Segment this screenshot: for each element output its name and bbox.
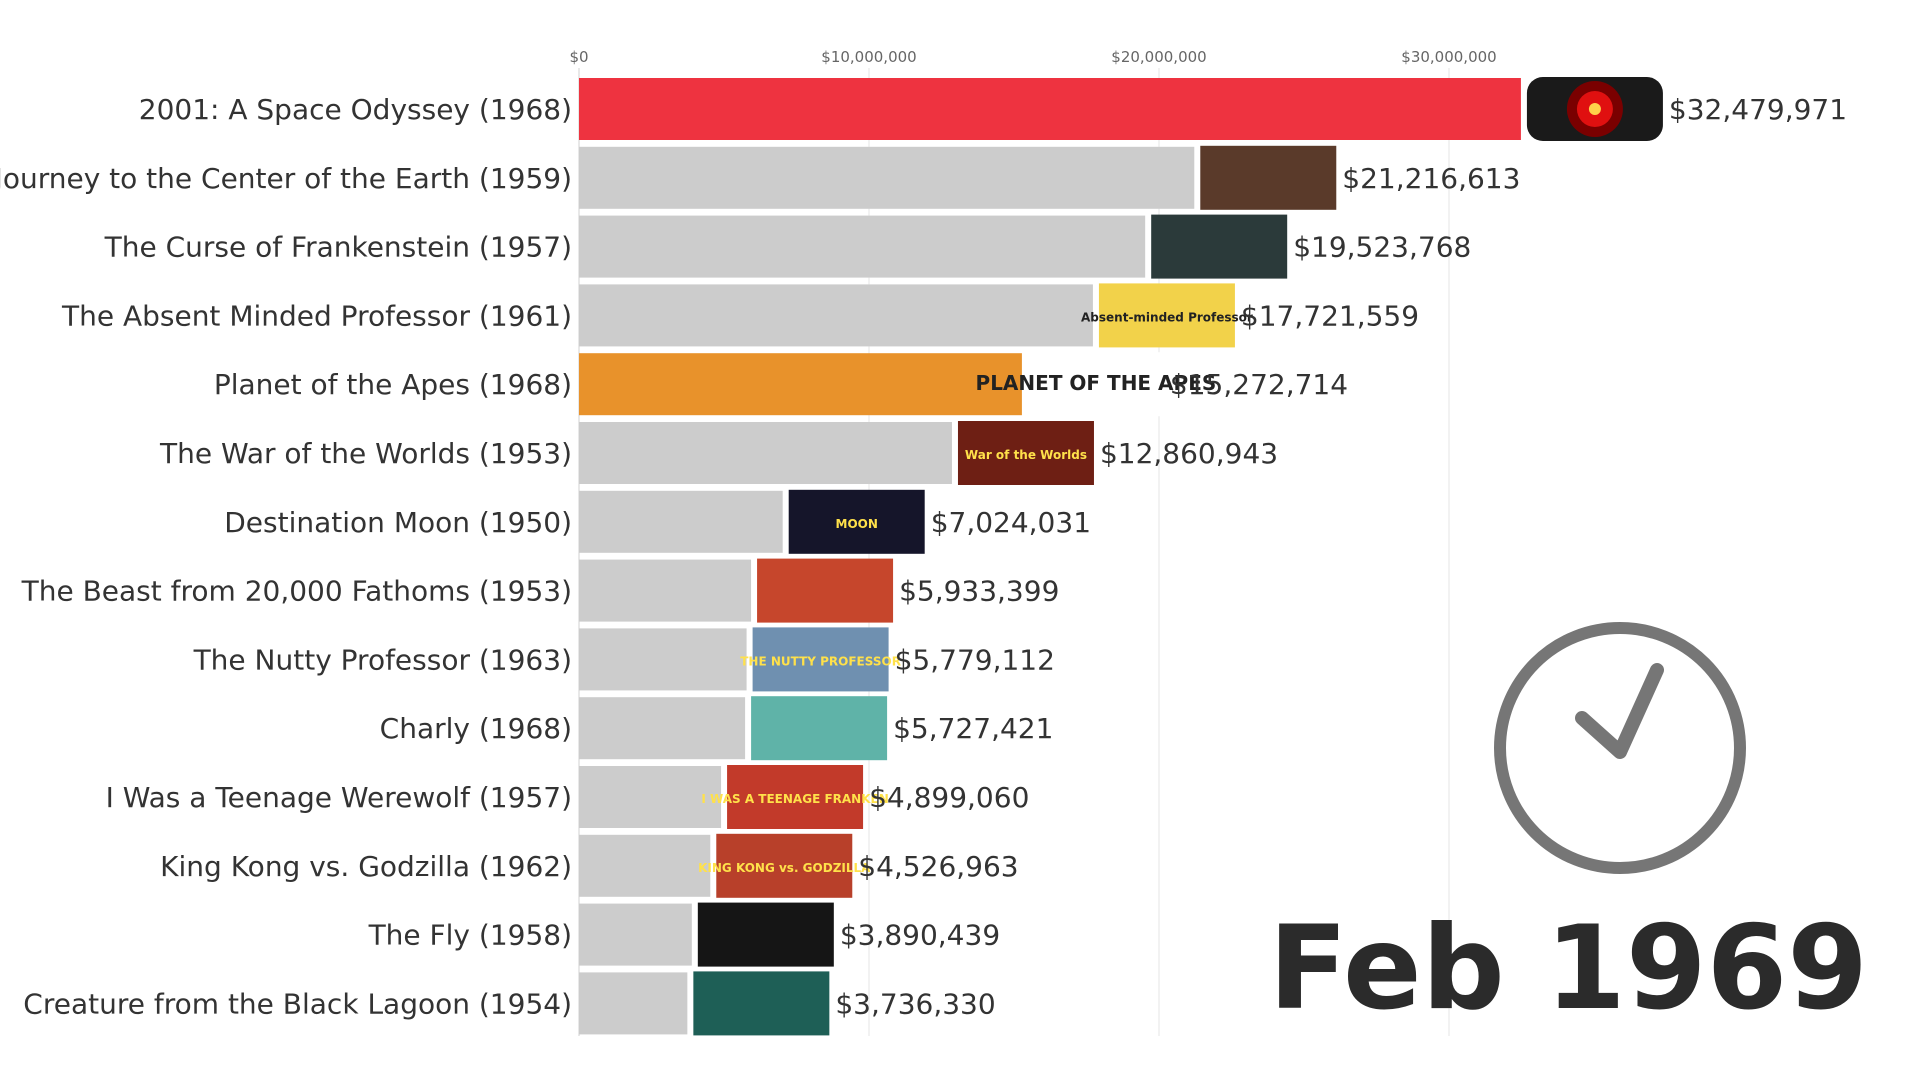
category-label: The Absent Minded Professor (1961): [61, 299, 572, 332]
poster-thumbnail: [751, 696, 888, 761]
bar: [579, 903, 692, 966]
poster-thumbnail: MOON: [788, 489, 925, 554]
poster-title: MOON: [836, 517, 878, 531]
value-label: $17,721,559: [1241, 299, 1419, 332]
category-label: Creature from the Black Lagoon (1954): [23, 987, 572, 1020]
category-label: The Curse of Frankenstein (1957): [104, 231, 572, 264]
category-labels: 2001: A Space Odyssey (1968) Journey to t…: [0, 93, 572, 1020]
category-label: Planet of the Apes (1968): [214, 368, 572, 401]
x-axis-ticks: $0 $10,000,000 $20,000,000 $30,000,000: [569, 48, 1496, 66]
value-label: $15,272,714: [1170, 368, 1348, 401]
bar: [579, 766, 722, 828]
bar: [579, 972, 688, 1035]
x-tick-label: $30,000,000: [1401, 48, 1496, 66]
poster-title: THE NUTTY PROFESSOR: [740, 654, 901, 668]
date-label: Feb 1969: [1269, 901, 1868, 1036]
category-label: Journey to the Center of the Earth (1959…: [0, 162, 572, 195]
bar: [579, 284, 1093, 347]
value-label: $4,899,060: [869, 781, 1029, 814]
bar: [579, 215, 1146, 278]
value-label: $3,890,439: [840, 919, 1000, 952]
category-label: The War of the Worlds (1953): [159, 437, 572, 470]
x-tick-label: $20,000,000: [1111, 48, 1206, 66]
category-label: 2001: A Space Odyssey (1968): [139, 93, 572, 126]
bar: [579, 834, 711, 897]
bar: [579, 78, 1521, 140]
x-tick-label: $0: [569, 48, 588, 66]
category-label: The Fly (1958): [368, 919, 572, 952]
poster-thumbnail: THE NUTTY PROFESSOR: [740, 627, 901, 692]
bar: [579, 559, 752, 622]
poster-title: I WAS A TEENAGE FRANKEN: [701, 792, 888, 806]
poster-thumbnail: [1200, 145, 1337, 210]
category-label: King Kong vs. Godzilla (1962): [160, 850, 572, 883]
category-label: I Was a Teenage Werewolf (1957): [106, 781, 572, 814]
value-label: $12,860,943: [1100, 437, 1278, 470]
value-label: $3,736,330: [835, 987, 995, 1020]
value-label: $21,216,613: [1342, 162, 1520, 195]
clock-icon: [1494, 622, 1746, 874]
poster-title: War of the Worlds: [965, 448, 1087, 462]
value-labels: $32,479,971 $21,216,613 $19,523,768 $17,721…: [835, 93, 1847, 1020]
poster-title: PLANET OF THE APES: [976, 371, 1217, 395]
poster-thumbnail: [1526, 77, 1663, 141]
category-label: The Beast from 20,000 Fathoms (1953): [21, 575, 572, 608]
value-label: $4,526,963: [858, 850, 1018, 883]
poster-thumbnail: PLANET OF THE APES: [976, 352, 1217, 417]
poster-thumbnails: Absent-minded Professor PLANET OF THE APE…: [693, 77, 1663, 1036]
category-label: The Nutty Professor (1963): [193, 643, 572, 676]
poster-thumbnail: [697, 902, 834, 967]
poster-thumbnail: War of the Worlds: [957, 421, 1094, 485]
x-tick-label: $10,000,000: [821, 48, 916, 66]
value-label: $32,479,971: [1669, 93, 1847, 126]
poster-thumbnail: I WAS A TEENAGE FRANKEN: [701, 765, 889, 829]
value-label: $5,933,399: [899, 575, 1059, 608]
poster-thumbnail: [693, 971, 830, 1036]
bar: [579, 628, 747, 691]
value-label: $19,523,768: [1293, 231, 1471, 264]
value-label: $5,779,112: [895, 643, 1055, 676]
poster-title: KING KONG vs. GODZILLA: [698, 861, 871, 875]
bar: [579, 422, 952, 484]
bar: [579, 697, 746, 760]
bar: [579, 490, 783, 553]
poster-thumbnail: [757, 558, 894, 623]
poster-thumbnail: KING KONG vs. GODZILLA: [698, 833, 871, 898]
poster-thumbnail: [1151, 214, 1288, 279]
value-label: $5,727,421: [893, 712, 1053, 745]
poster-thumbnail: Absent-minded Professor: [1081, 283, 1253, 348]
category-label: Charly (1968): [380, 712, 572, 745]
value-label: $7,024,031: [931, 506, 1091, 539]
poster-title: Absent-minded Professor: [1081, 310, 1253, 324]
category-label: Destination Moon (1950): [224, 506, 572, 539]
bar: [579, 146, 1195, 209]
bars: [579, 78, 1521, 1035]
bar: [579, 353, 1022, 416]
